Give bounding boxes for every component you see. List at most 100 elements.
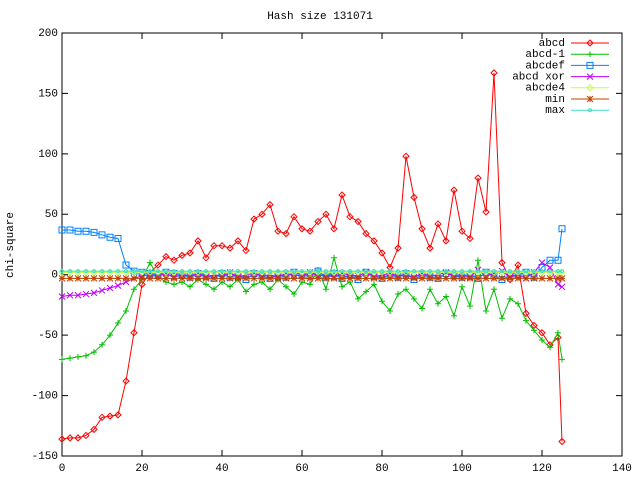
point xyxy=(154,274,162,282)
point xyxy=(560,269,565,274)
point xyxy=(514,274,522,282)
point xyxy=(59,356,65,363)
point xyxy=(410,193,418,202)
point xyxy=(379,298,385,305)
point xyxy=(194,274,202,282)
point xyxy=(420,269,425,274)
point xyxy=(244,269,249,274)
point xyxy=(466,274,474,282)
point xyxy=(90,289,98,297)
point xyxy=(546,256,554,264)
point xyxy=(242,274,250,282)
point xyxy=(250,274,258,282)
point xyxy=(147,259,153,266)
point xyxy=(90,274,98,282)
point xyxy=(274,227,282,235)
point xyxy=(506,274,514,282)
point xyxy=(426,274,434,282)
point xyxy=(258,210,266,218)
point xyxy=(308,269,313,274)
point xyxy=(538,263,546,271)
point xyxy=(363,288,369,295)
legend-marker xyxy=(588,108,593,113)
point xyxy=(122,261,130,269)
point xyxy=(99,341,105,348)
point xyxy=(394,274,402,282)
point xyxy=(516,269,521,274)
point xyxy=(547,344,553,351)
point xyxy=(74,274,82,282)
x-tick-label: 140 xyxy=(612,463,632,475)
point xyxy=(74,291,82,299)
point xyxy=(66,291,74,299)
point xyxy=(164,269,169,274)
point xyxy=(60,269,65,274)
x-tick-label: 100 xyxy=(452,463,472,475)
point xyxy=(548,269,553,274)
point xyxy=(499,315,505,322)
point xyxy=(234,237,242,245)
point xyxy=(122,377,130,385)
point xyxy=(66,434,74,442)
point xyxy=(412,269,417,274)
point xyxy=(210,274,218,282)
point xyxy=(459,283,465,290)
point xyxy=(122,274,130,282)
point xyxy=(324,269,329,274)
point xyxy=(202,274,210,282)
point xyxy=(428,269,433,274)
point xyxy=(539,336,545,343)
point xyxy=(290,212,298,221)
x-tick-label: 120 xyxy=(532,463,552,475)
point xyxy=(243,288,249,295)
point xyxy=(170,256,178,264)
point xyxy=(58,226,66,234)
legend-label: abcde4 xyxy=(525,83,565,95)
point xyxy=(339,283,345,290)
point xyxy=(507,295,513,302)
point xyxy=(98,413,106,422)
point xyxy=(266,274,274,282)
point xyxy=(202,254,210,262)
point xyxy=(427,286,433,293)
point xyxy=(323,286,329,293)
point xyxy=(378,274,386,282)
point xyxy=(498,276,506,284)
y-tick-label: 150 xyxy=(38,88,58,100)
point xyxy=(130,329,138,337)
point xyxy=(91,349,97,356)
point xyxy=(116,269,121,274)
point xyxy=(435,300,441,307)
point xyxy=(346,274,354,282)
x-tick-label: 80 xyxy=(375,463,388,475)
point xyxy=(203,281,209,288)
point xyxy=(242,246,250,255)
point xyxy=(356,269,361,274)
y-axis-label: chi-square xyxy=(5,212,17,278)
point xyxy=(242,276,250,284)
point xyxy=(146,274,154,282)
point xyxy=(90,228,98,236)
point xyxy=(124,269,129,274)
point xyxy=(58,293,66,300)
point xyxy=(282,274,290,282)
point xyxy=(540,269,545,274)
point xyxy=(340,269,345,274)
point xyxy=(322,210,330,218)
point xyxy=(402,152,410,160)
point xyxy=(530,274,538,282)
point xyxy=(178,274,186,282)
point xyxy=(364,269,369,274)
point xyxy=(212,269,217,274)
point xyxy=(450,186,458,194)
point xyxy=(316,269,321,274)
point xyxy=(108,269,113,274)
point xyxy=(402,274,410,282)
point xyxy=(498,258,506,267)
y-tick-label: 100 xyxy=(38,149,58,161)
point xyxy=(460,269,465,274)
point xyxy=(260,269,265,274)
point xyxy=(90,425,98,434)
point xyxy=(330,274,338,282)
point xyxy=(100,269,105,274)
